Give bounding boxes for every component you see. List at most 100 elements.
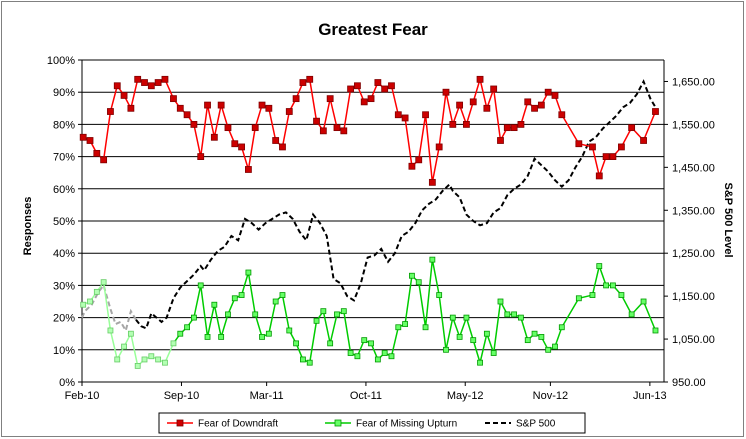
upturn-point	[449, 314, 456, 321]
y-tick-label: 80%	[53, 119, 75, 131]
upturn-point	[148, 353, 155, 360]
upturn-point	[483, 330, 490, 337]
upturn-point	[381, 350, 388, 356]
y-tick-label: 60%	[53, 184, 75, 196]
downdraft-point	[120, 92, 128, 99]
downdraft-point	[161, 75, 169, 83]
upturn-point	[610, 282, 616, 289]
y-tick-label: 90%	[53, 87, 75, 99]
upturn-point	[121, 343, 127, 350]
upturn-point	[191, 314, 197, 321]
downdraft-point	[79, 133, 87, 141]
downdraft-point	[285, 108, 293, 115]
upturn-point	[293, 340, 299, 347]
upturn-point	[320, 308, 327, 315]
upturn-point	[231, 295, 238, 302]
upturn-point	[456, 334, 463, 340]
chart-title: Greatest Fear	[318, 20, 428, 39]
upturn-point	[300, 356, 306, 363]
downdraft-point	[609, 153, 617, 161]
downdraft-point	[231, 140, 239, 148]
downdraft-point	[558, 111, 566, 119]
y-tick-label: 0%	[59, 377, 75, 389]
series-line-sp500	[135, 79, 657, 330]
downdraft-point	[640, 137, 647, 144]
downdraft-point	[575, 140, 583, 148]
y-tick-label: 40%	[53, 248, 75, 260]
downdraft-point	[469, 98, 477, 106]
upturn-point	[238, 292, 245, 298]
upturn-point	[463, 314, 470, 321]
upturn-point	[245, 269, 252, 276]
upturn-point	[265, 330, 272, 337]
upturn-point	[340, 308, 347, 315]
downdraft-point	[618, 143, 625, 151]
x-tick-label: Mar-11	[250, 390, 284, 402]
upturn-point	[272, 298, 279, 305]
upturn-point	[225, 311, 231, 318]
legend-label: S&P 500	[516, 419, 556, 430]
axes: 0% 10% 20% 30% 40% 50% 60% 70% 80% 90% 100% 950.00 1…	[47, 55, 715, 402]
upturn-point	[177, 330, 184, 337]
upturn-point	[415, 279, 422, 286]
upturn-point	[313, 317, 320, 324]
downdraft-point	[127, 104, 135, 112]
legend-box	[158, 412, 586, 434]
upturn-point	[170, 340, 177, 347]
y-tick-label: 70%	[53, 152, 75, 164]
upturn-point	[545, 346, 552, 353]
upturn-point	[589, 292, 596, 298]
upturn-point	[134, 362, 141, 369]
downdraft-point	[113, 82, 121, 90]
upturn-point	[306, 359, 313, 366]
downdraft-point	[408, 162, 416, 170]
upturn-point	[252, 311, 259, 318]
legend-label: Fear of Downdraft	[198, 419, 278, 430]
upturn-point	[354, 353, 361, 360]
upturn-point	[538, 334, 545, 340]
downdraft-point	[86, 137, 94, 144]
downdraft-point	[401, 114, 409, 122]
x-tick-label: Sep-10	[164, 390, 199, 402]
downdraft-point	[428, 178, 436, 186]
downdraft-point	[589, 143, 596, 151]
upturn-point	[107, 327, 114, 334]
downdraft-point	[326, 95, 334, 103]
upturn-point	[436, 292, 443, 298]
legend-marker-downdraft	[176, 419, 184, 427]
downdraft-point	[210, 133, 218, 141]
downdraft-point	[422, 111, 429, 119]
x-tick-label: May-12	[447, 390, 484, 402]
downdraft-point	[652, 108, 659, 115]
series-line-downdraft	[82, 76, 657, 183]
upturn-point	[395, 324, 402, 331]
downdraft-point	[463, 121, 470, 128]
upturn-point	[279, 292, 286, 298]
legend: Fear of Downdraft Fear of Missing Upturn S…	[158, 412, 586, 434]
y2-tick-label: 1,250.00	[672, 248, 715, 260]
downdraft-point	[319, 127, 327, 135]
upturn-point	[87, 298, 93, 305]
downdraft-point	[279, 143, 286, 151]
downdraft-point	[544, 88, 552, 96]
upturn-point	[155, 356, 162, 363]
y2-tick-label: 1,650.00	[672, 76, 715, 88]
upturn-point	[197, 282, 204, 289]
downdraft-point	[147, 82, 155, 90]
downdraft-point	[551, 92, 559, 99]
y-tick-label: 50%	[53, 216, 75, 228]
upturn-point	[361, 337, 368, 344]
downdraft-point	[141, 79, 148, 86]
gridlines	[82, 59, 664, 351]
upturn-point	[652, 327, 659, 334]
upturn-point	[204, 334, 211, 340]
upturn-point	[127, 330, 134, 337]
downdraft-point	[435, 143, 443, 151]
downdraft-point	[170, 95, 177, 103]
y2-tick-label: 950.00	[672, 377, 706, 389]
upturn-point	[531, 330, 538, 337]
upturn-point	[511, 311, 518, 318]
series-layer	[79, 75, 659, 369]
